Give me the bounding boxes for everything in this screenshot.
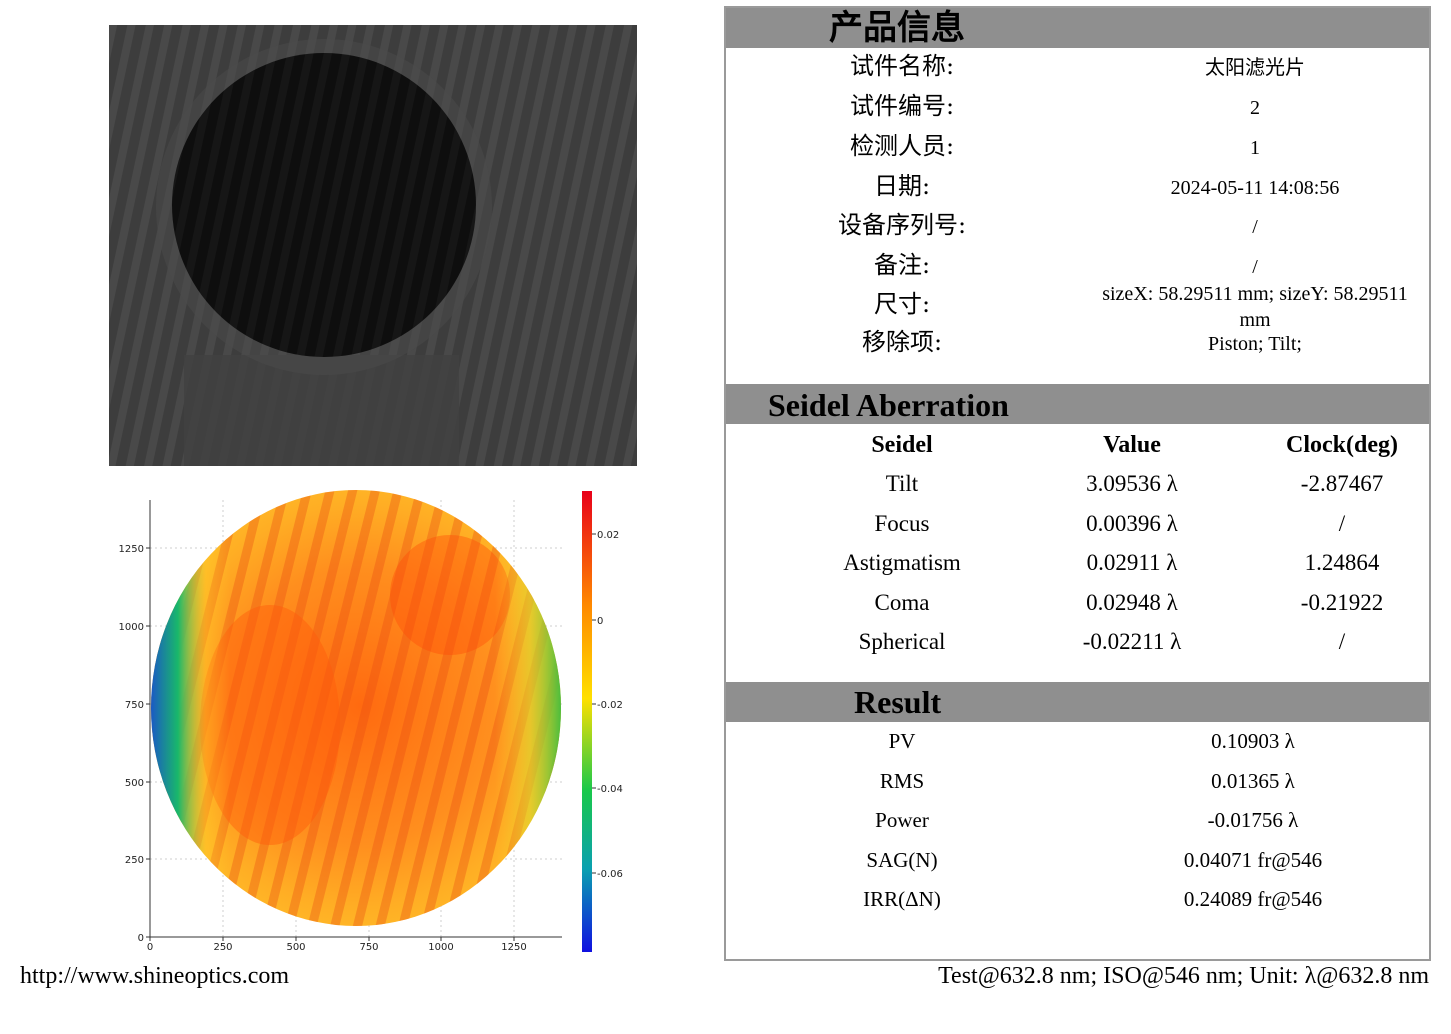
result-name: IRR(ΔN) (863, 887, 941, 911)
result-name: PV (888, 729, 916, 753)
colorbar-tick-label: -0.02 (597, 700, 623, 711)
result-value: 0.10903 λ (1211, 729, 1295, 753)
footer-url: http://www.shineoptics.com (20, 963, 290, 989)
seidel-value: 0.02948 λ (1086, 589, 1178, 615)
interferogram-image (109, 25, 637, 466)
info-label: 设备序列号: (837, 211, 967, 239)
seidel-clock: -2.87467 (1300, 471, 1384, 496)
seidel-column-header: Value (1103, 432, 1161, 458)
seidel-column-header: Seidel (871, 432, 933, 458)
seidel-name: Coma (874, 589, 930, 615)
seidel-name: Tilt (885, 471, 919, 496)
info-label: 日期: (873, 172, 931, 200)
info-value: / (1252, 256, 1258, 278)
info-value: / (1252, 216, 1258, 238)
info-label: 试件名称: (849, 52, 955, 80)
result-value: 0.24089 fr@546 (1183, 887, 1323, 911)
colorbar-tick-label: -0.06 (597, 869, 623, 880)
y-tick-label: 500 (125, 778, 144, 789)
info-value: sizeX: 58.29511 mm; sizeY: 58.29511 (1102, 283, 1408, 305)
info-value: 2024-05-11 14:08:56 (1170, 177, 1340, 199)
x-tick-label: 1000 (428, 942, 453, 953)
result-value: 0.04071 fr@546 (1183, 847, 1323, 872)
info-label: 备注: (873, 251, 931, 279)
seidel-value: 3.09536 λ (1086, 471, 1178, 496)
info-label: 尺寸: (873, 290, 931, 318)
seidel-name: Focus (874, 510, 930, 536)
seidel-column-header: Clock(deg) (1286, 432, 1398, 458)
seidel-clock: -0.21922 (1300, 589, 1384, 615)
colorbar-tick-label: 0.02 (597, 530, 619, 541)
colorbar (582, 491, 592, 952)
info-value: 1 (1250, 137, 1260, 159)
product-info-title: 产品信息 (829, 8, 965, 48)
colorbar-tick-label: 0 (597, 616, 603, 627)
info-value: 太阳滤光片 (1205, 57, 1305, 79)
result-header-bar (726, 682, 1429, 722)
info-value-continued: mm (1239, 309, 1271, 331)
result-value: -0.01756 λ (1207, 808, 1299, 832)
y-tick-label: 1250 (119, 544, 144, 555)
seidel-name: Spherical (858, 629, 946, 654)
x-tick-label: 1250 (501, 942, 526, 953)
info-label: 检测人员: (849, 132, 955, 160)
x-tick-label: 250 (213, 942, 232, 953)
seidel-header-bar (726, 384, 1429, 424)
seidel-value: 0.00396 λ (1086, 510, 1178, 536)
seidel-value: 0.02911 λ (1086, 550, 1178, 575)
info-label: 试件编号: (849, 92, 955, 120)
seidel-name: Astigmatism (843, 550, 961, 575)
x-tick-label: 500 (286, 942, 305, 953)
result-name: RMS (879, 768, 925, 793)
seidel-value: -0.02211 λ (1082, 629, 1182, 654)
colorbar-tick-label: -0.04 (597, 784, 623, 795)
footer-units: Test@632.8 nm; ISO@546 nm; Unit: λ@632.8… (938, 963, 1429, 989)
seidel-clock: 1.24864 (1304, 550, 1380, 575)
info-value: 2 (1250, 97, 1260, 119)
info-value: Piston; Tilt; (1208, 333, 1302, 355)
seidel-clock: / (1338, 510, 1346, 536)
x-tick-label: 750 (359, 942, 378, 953)
product-info-header-bar (726, 8, 1429, 48)
x-tick-label: 0 (147, 942, 153, 953)
result-value: 0.01365 λ (1211, 768, 1295, 793)
surface-map-plot: 0 250 500 750 1000 1250 0 250 500 750 1000 1250 0.02… (100, 485, 640, 960)
y-tick-label: 250 (125, 855, 144, 866)
result-name: Power (875, 808, 929, 832)
result-title: Result (854, 684, 942, 720)
info-label: 移除项: (861, 328, 943, 356)
y-tick-label: 1000 (119, 622, 144, 633)
report-panel: 产品信息 Seidel Aberration Result 试件名称: 太阳滤光片… (724, 6, 1431, 961)
seidel-clock: / (1338, 629, 1346, 654)
y-tick-label: 750 (125, 700, 144, 711)
y-tick-label: 0 (138, 933, 144, 944)
result-name: SAG(N) (866, 847, 938, 872)
seidel-title: Seidel Aberration (768, 387, 1009, 423)
